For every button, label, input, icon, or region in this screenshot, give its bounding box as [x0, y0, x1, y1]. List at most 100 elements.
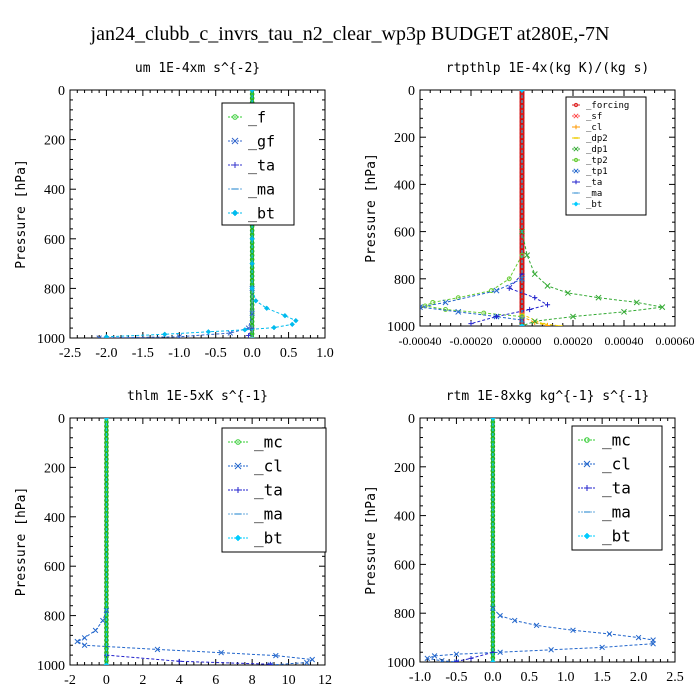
data-point	[218, 649, 224, 656]
data-point	[234, 534, 242, 542]
data-point	[74, 638, 81, 645]
x-tick-label: -1.5	[132, 346, 154, 361]
plot-frame	[69, 89, 326, 339]
data-point	[81, 635, 88, 641]
series-line	[521, 316, 548, 326]
x-tick-label: 6	[212, 673, 219, 688]
data-point	[506, 276, 512, 282]
y-tick-label: 800	[44, 282, 65, 297]
data-point	[104, 502, 109, 507]
data-point	[659, 304, 666, 311]
data-point	[104, 642, 109, 647]
data-point	[570, 313, 576, 320]
y-tick-label: 1000	[387, 656, 415, 671]
panel-title: rtpthlp 1E-4x(kg K)/(kg s)	[446, 61, 650, 76]
x-tick-label: 0.00040	[605, 334, 644, 348]
data-point	[431, 653, 438, 659]
x-tick-label: -0.00040	[399, 334, 442, 348]
series-cl	[74, 607, 316, 665]
data-point	[234, 462, 242, 470]
data-point	[531, 271, 538, 278]
series-ta	[468, 271, 551, 326]
x-tick-label: -1.0	[168, 346, 190, 361]
legend-label: _tp2	[586, 156, 608, 166]
panel-title: rtm 1E-8xkg kg^{-1} s^{-1}	[446, 389, 650, 404]
x-tick-label: 0.0	[243, 346, 261, 361]
legend-label: _ta	[248, 156, 275, 174]
data-point	[249, 310, 255, 316]
x-tick-label: 0.00020	[554, 334, 593, 348]
data-point	[439, 658, 445, 662]
legend: _f _gf _ta _ma _bt	[221, 102, 295, 226]
legend-label: _tp1	[586, 167, 608, 177]
data-point	[544, 322, 551, 326]
y-tick-label: 800	[394, 273, 415, 288]
legend-label: _ma	[254, 505, 283, 524]
data-point	[519, 275, 525, 282]
legend-label: _cl	[586, 123, 602, 133]
data-point	[493, 313, 500, 320]
data-point	[490, 418, 496, 421]
data-point	[81, 642, 88, 648]
legend-label: _ta	[586, 178, 602, 188]
legend-label: _bt	[586, 200, 602, 210]
data-point	[263, 305, 270, 311]
data-point	[154, 646, 161, 653]
data-point	[293, 317, 299, 324]
y-tick-label: 200	[394, 131, 415, 146]
y-tick-label: 400	[394, 510, 415, 525]
data-point	[104, 572, 109, 577]
data-point	[104, 547, 109, 553]
data-point	[490, 659, 496, 662]
y-tick-label: 400	[44, 511, 65, 526]
data-point	[573, 168, 579, 174]
x-tick-label: 2.5	[666, 670, 684, 685]
data-point	[455, 308, 462, 315]
data-point	[511, 617, 518, 624]
series-cl	[424, 605, 656, 662]
series-line	[470, 273, 549, 325]
chart-panel-2: rtpthlp 1E-4x(kg K)/(kg s) Pressure [hPa]…	[364, 61, 695, 348]
legend-label: _ma	[248, 180, 275, 198]
data-point	[650, 640, 656, 647]
series-bt	[519, 90, 525, 326]
series-layer	[424, 418, 656, 662]
data-point	[235, 487, 241, 493]
x-tick-label: 10	[282, 673, 296, 688]
legend-label: _mc	[602, 431, 631, 450]
y-tick-label: 200	[394, 461, 415, 476]
chart-panel-4: rtm 1E-8xkg kg^{-1} s^{-1} Pressure [hPa]…	[364, 389, 684, 685]
data-point	[564, 290, 571, 296]
data-point	[606, 631, 613, 637]
y-tick-label: 0	[408, 84, 415, 99]
data-point	[235, 439, 241, 445]
legend-label: _cl	[254, 457, 283, 476]
legend-label: _ta	[602, 479, 631, 498]
x-tick-label: -2.0	[95, 346, 117, 361]
data-point	[573, 146, 579, 152]
data-point	[532, 295, 538, 301]
data-point	[282, 312, 288, 319]
data-point	[583, 532, 591, 540]
data-point	[595, 294, 602, 301]
data-point	[443, 307, 448, 312]
legend-label: _ta	[254, 481, 283, 500]
data-point	[267, 662, 274, 665]
series-bt	[490, 418, 496, 662]
legend-label: _forcing	[586, 101, 629, 111]
y-tick-label: 0	[408, 412, 415, 427]
data-point	[573, 102, 579, 108]
data-point	[100, 617, 106, 624]
y-tick-label: 1000	[387, 320, 415, 335]
legend-label: _gf	[248, 132, 275, 150]
x-tick-label: 4	[176, 673, 183, 688]
y-axis-label: Pressure [hPa]	[364, 485, 379, 595]
x-tick-label: 12	[318, 673, 332, 688]
x-tick-label: 1.5	[593, 670, 611, 685]
data-point	[231, 137, 239, 145]
data-point	[273, 652, 279, 659]
data-point	[621, 308, 627, 315]
chart-panel-1: um 1E-4xm s^{-2} Pressure [hPa] -2.5 -2.0 -1…	[14, 61, 334, 361]
y-tick-label: 1000	[37, 332, 65, 347]
data-point	[161, 331, 168, 338]
